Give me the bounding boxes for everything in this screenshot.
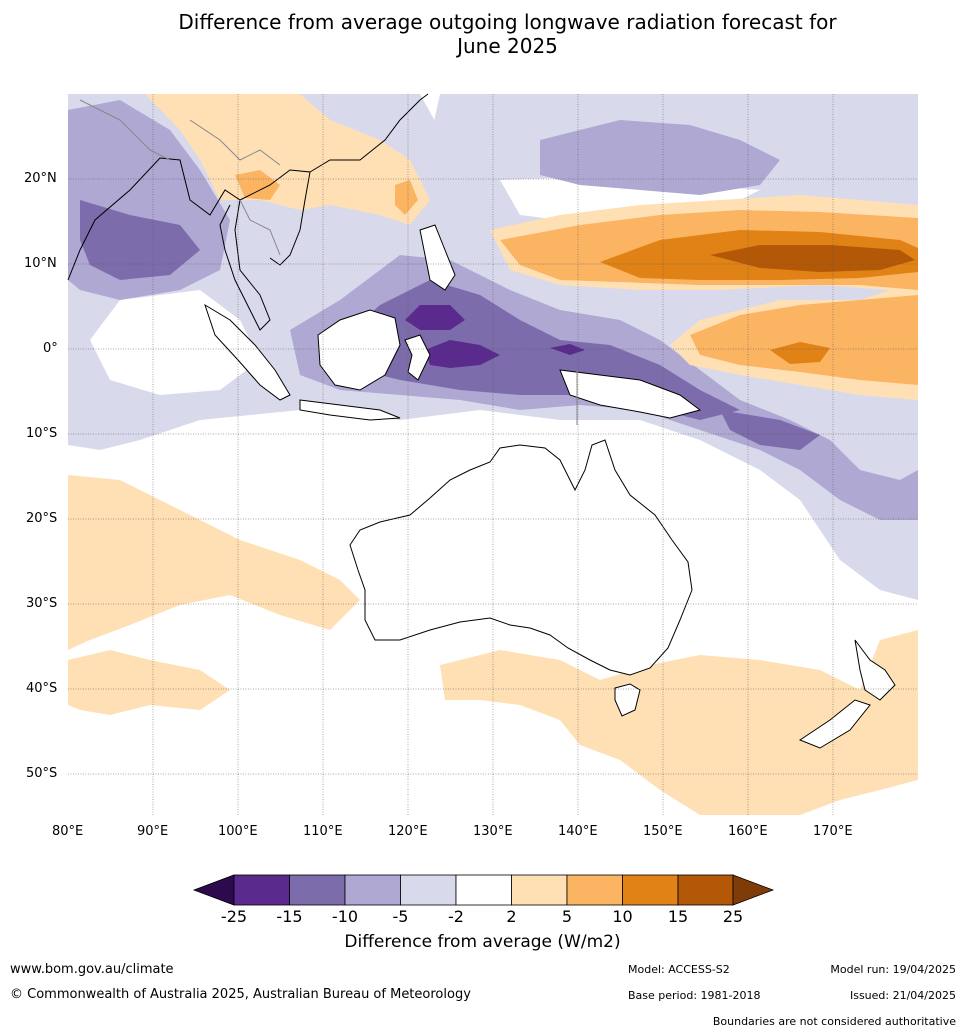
new-guinea-coastline — [559, 369, 702, 419]
pos-anomaly-se-asia-medium — [235, 170, 280, 200]
colorbar-bin-6 — [511, 874, 568, 906]
pos-anomaly-indian-ocean-2 — [68, 650, 230, 715]
colorbar-tick: -5 — [392, 907, 409, 926]
colorbar-bin-9 — [677, 874, 734, 906]
colorbar-tick: -10 — [331, 907, 359, 926]
colorbar-bin-8 — [622, 874, 679, 906]
colorbar-tick: 2 — [506, 907, 517, 926]
tasmania-coastline — [614, 683, 641, 717]
colorbar-bin-4 — [400, 874, 457, 906]
lon-label: 80°E — [52, 824, 84, 839]
country-borders — [79, 99, 578, 425]
pos-anomaly-peak-pacific — [710, 245, 915, 272]
lat-label: 40°S — [26, 681, 58, 696]
colorbar-bin-5 — [455, 874, 512, 906]
colorbar-tick: -25 — [220, 907, 248, 926]
pos-anomaly-southern-ocean — [440, 630, 918, 815]
title-line-2: June 2025 — [457, 34, 558, 58]
colorbar-bin-2 — [289, 874, 346, 906]
lat-label: 10°N — [24, 256, 57, 271]
lat-label: 20°N — [24, 171, 57, 186]
colorbar-tick: 5 — [561, 907, 573, 926]
colorbar — [192, 874, 775, 906]
coastlines — [204, 224, 896, 749]
lat-label: 50°S — [26, 766, 58, 781]
colorbar-extend-high — [732, 874, 775, 906]
colorbar-extend-low — [192, 874, 235, 906]
issued-text: Issued: 21/04/2025 — [849, 989, 956, 1002]
java-coastline — [299, 399, 401, 421]
lon-label: 170°E — [813, 824, 853, 839]
lat-label: 20°S — [26, 511, 58, 526]
lat-label: 0° — [43, 341, 58, 356]
website-link[interactable]: www.bom.gov.au/climate — [10, 962, 174, 977]
australia-coastline — [349, 439, 693, 676]
lon-label: 130°E — [473, 824, 513, 839]
copyright-text: © Commonwealth of Australia 2025, Austra… — [10, 987, 471, 1002]
lon-label: 100°E — [218, 824, 258, 839]
sumatra-coastline — [204, 303, 291, 401]
pos-anomaly-se-asia — [145, 94, 430, 225]
neg-anomaly-medium-north — [540, 120, 780, 195]
colorbar-label: Difference from average (W/m2) — [344, 932, 621, 952]
neg-anomaly-peak-2 — [425, 340, 500, 368]
lon-label: 90°E — [137, 824, 169, 839]
lon-label: 150°E — [643, 824, 683, 839]
neg-anomaly-strong-west — [80, 200, 200, 280]
lat-label: 10°S — [26, 426, 58, 441]
lon-label: 120°E — [388, 824, 428, 839]
lon-label: 110°E — [303, 824, 343, 839]
new-zealand-south — [798, 699, 871, 749]
chart-title: Difference from average outgoing longwav… — [0, 10, 965, 58]
colorbar-tick: 25 — [722, 907, 744, 926]
colorbar-tick: -15 — [276, 907, 303, 926]
model-run-text: Model run: 19/04/2025 — [830, 963, 956, 976]
gridlines — [68, 94, 918, 816]
lon-label: 140°E — [558, 824, 598, 839]
colorbar-bin-7 — [566, 874, 623, 906]
new-zealand-north — [854, 639, 896, 701]
neg-anomaly-peak-3 — [550, 344, 585, 355]
model-text: Model: ACCESS-S2 — [628, 963, 730, 976]
pos-anomaly-se-asia-medium-2 — [395, 180, 418, 215]
philippines-coastline — [419, 224, 456, 291]
colorbar-bin-1 — [233, 874, 290, 906]
disclaimer-text: Boundaries are not considered authoritat… — [712, 1015, 956, 1028]
colorbar-bin-3 — [344, 874, 401, 906]
borneo-coastline — [317, 309, 401, 391]
neg-anomaly-strong-east — [720, 410, 820, 450]
lon-label: 160°E — [728, 824, 768, 839]
lat-label: 30°S — [26, 596, 58, 611]
colorbar-tick: -2 — [448, 907, 464, 926]
sulawesi-coastline — [404, 334, 431, 381]
base-period-text: Base period: 1981-2018 — [628, 989, 761, 1002]
title-line-1: Difference from average outgoing longwav… — [178, 10, 837, 34]
asia-coastline — [67, 93, 429, 331]
colorbar-tick: 15 — [667, 907, 689, 926]
pos-anomaly-medium-equator — [690, 295, 918, 385]
pos-anomaly-strong-equator — [770, 342, 830, 364]
colorbar-tick: 10 — [612, 907, 633, 926]
neg-anomaly-peak-1 — [405, 305, 465, 330]
